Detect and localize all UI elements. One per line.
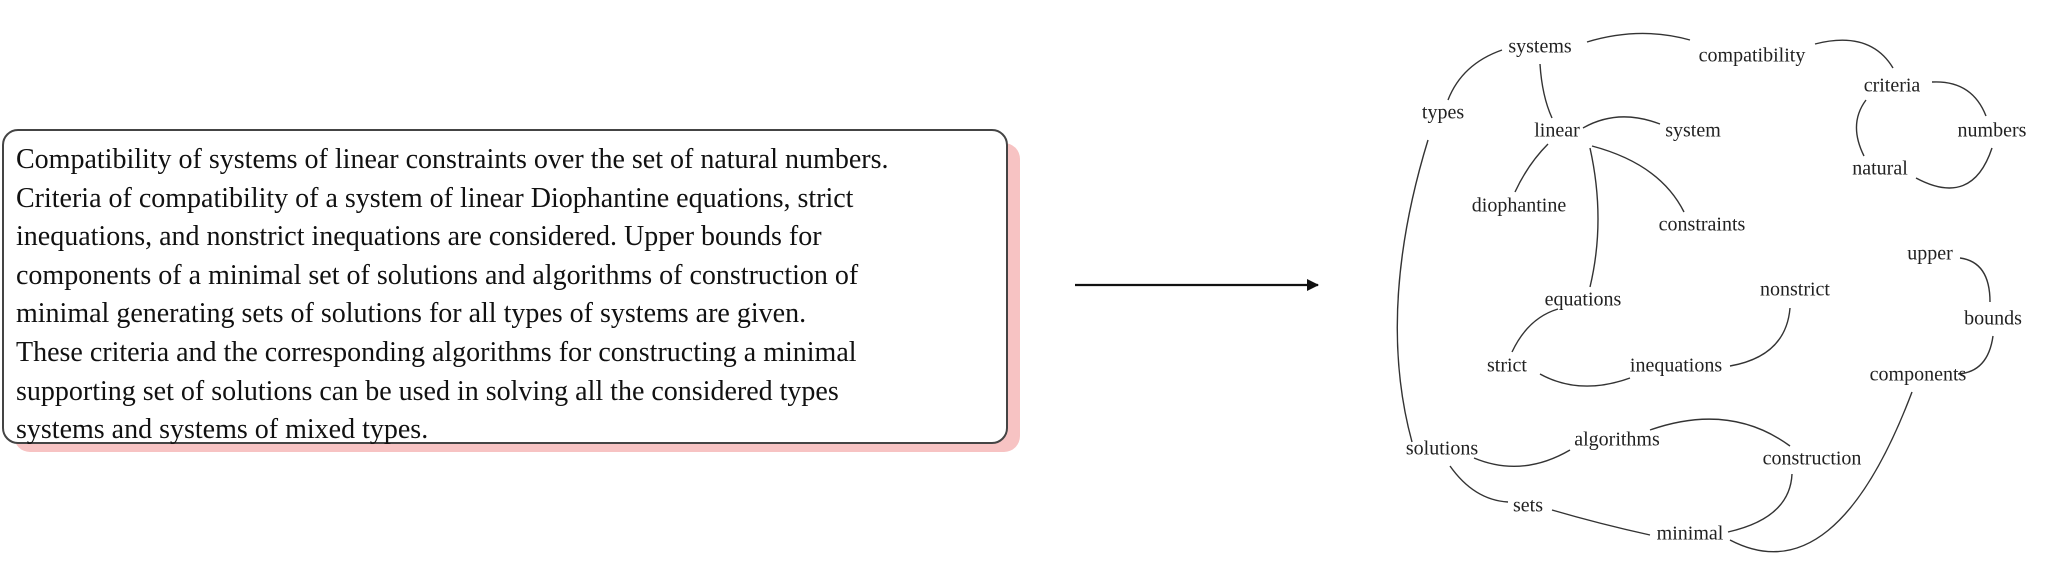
graph-nodes: systems compatibility criteria types linear s… xyxy=(1406,36,2027,545)
node-inequations: inequations xyxy=(1630,355,1722,377)
edge-types-solutions xyxy=(1396,139,1429,443)
node-numbers: numbers xyxy=(1958,120,2027,142)
abstract-line: Criteria of compatibility of a system of… xyxy=(16,182,854,214)
node-system: system xyxy=(1665,120,1721,142)
abstract-line: supporting set of solutions can be used … xyxy=(16,375,839,407)
node-nonstrict: nonstrict xyxy=(1760,279,1830,301)
edge-upper-bounds xyxy=(1959,257,1991,303)
edge-systems-compatibility xyxy=(1586,32,1691,43)
edge-criteria-natural xyxy=(1855,99,1867,157)
node-algorithms: algorithms xyxy=(1574,429,1660,451)
edge-linear-equations xyxy=(1589,147,1599,288)
edge-minimal-components xyxy=(1729,391,1913,553)
edge-linear-system xyxy=(1582,116,1661,129)
abstract-line: Compatibility of systems of linear const… xyxy=(16,144,889,175)
abstract-line: minimal generating sets of solutions for… xyxy=(16,298,807,330)
edge-equations-strict xyxy=(1511,308,1559,353)
abstract-text-box: Compatibility of systems of linear const… xyxy=(2,129,1008,445)
abstract-line: inequations, and nonstrict inequations a… xyxy=(16,221,822,253)
edge-compatibility-criteria xyxy=(1814,39,1894,69)
node-diophantine: diophantine xyxy=(1472,195,1567,217)
node-natural: natural xyxy=(1852,158,1908,180)
edge-linear-constraints xyxy=(1591,145,1685,213)
edge-systems-linear xyxy=(1539,63,1553,119)
edge-linear-diophantine xyxy=(1514,143,1549,193)
abstract-line: components of a minimal set of solutions… xyxy=(16,259,859,291)
abstract-line: systems and systems of mixed types. xyxy=(16,414,429,446)
edge-algorithms-construction xyxy=(1649,418,1791,447)
graph-edges xyxy=(1396,32,1994,553)
node-upper: upper xyxy=(1907,243,1953,265)
edge-inequations-nonstrict xyxy=(1729,307,1791,367)
edge-criteria-numbers xyxy=(1931,81,1987,117)
edge-solutions-algorithms xyxy=(1473,449,1571,467)
node-systems: systems xyxy=(1508,36,1572,58)
edge-bounds-components xyxy=(1957,335,1994,375)
node-solutions: solutions xyxy=(1406,438,1478,460)
edge-construction-minimal xyxy=(1727,473,1793,533)
abstract-line: These criteria and the corresponding alg… xyxy=(16,336,857,368)
node-criteria: criteria xyxy=(1864,75,1921,97)
edge-sets-minimal xyxy=(1551,509,1651,536)
node-types: types xyxy=(1422,102,1464,124)
edge-strict-inequations xyxy=(1539,373,1631,387)
node-constraints: constraints xyxy=(1659,214,1746,236)
node-components: components xyxy=(1870,364,1967,386)
node-sets: sets xyxy=(1513,495,1543,517)
edge-systems-types xyxy=(1447,49,1503,101)
edge-solutions-sets xyxy=(1449,465,1509,503)
node-compatibility: compatibility xyxy=(1699,45,1806,67)
edge-natural-numbers xyxy=(1915,147,1993,189)
node-construction: construction xyxy=(1763,448,1862,470)
node-minimal: minimal xyxy=(1657,523,1724,545)
node-linear: linear xyxy=(1534,120,1580,142)
node-strict: strict xyxy=(1487,355,1527,377)
node-equations: equations xyxy=(1545,289,1622,311)
node-bounds: bounds xyxy=(1964,308,2022,330)
